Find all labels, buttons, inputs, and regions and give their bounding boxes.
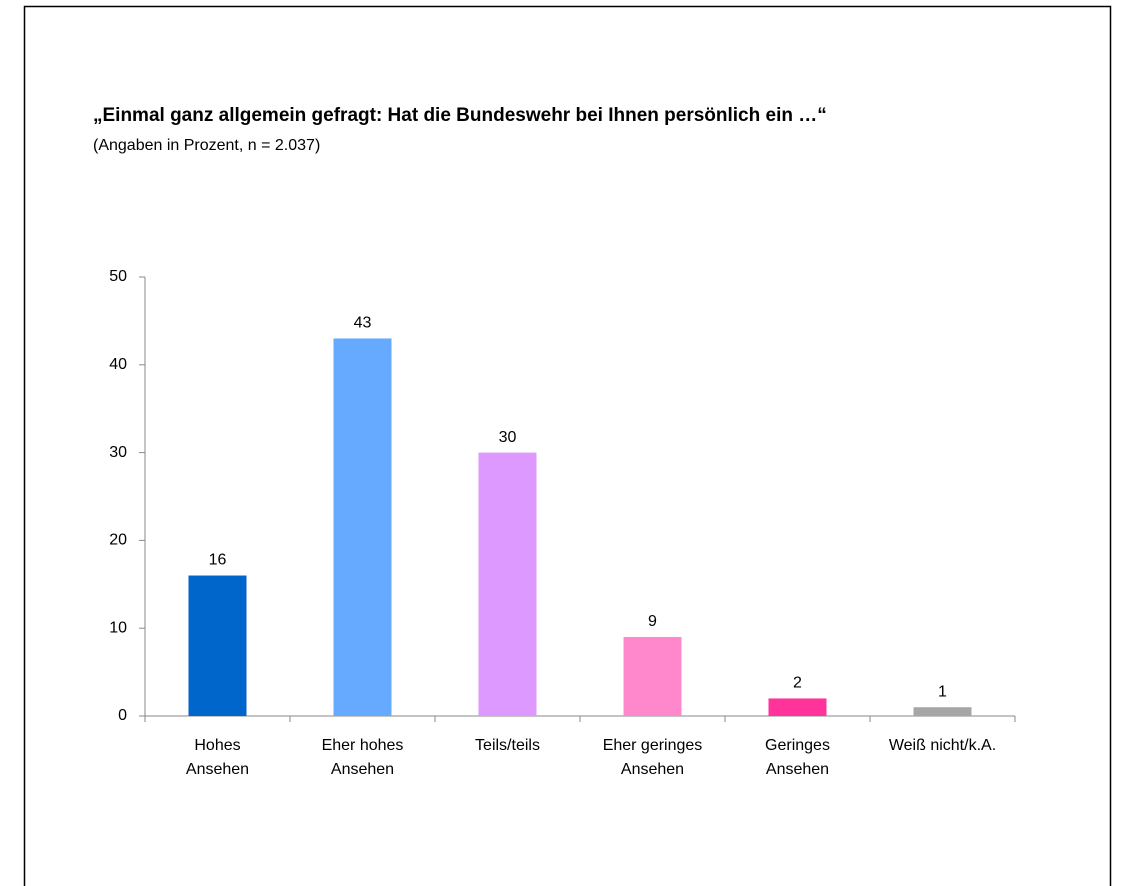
frame <box>23 5 1112 886</box>
y-tick-label: 10 <box>109 619 127 636</box>
chart-title: „Einmal ganz allgemein gefragt: Hat die … <box>93 105 827 126</box>
x-tick-label: Ansehen <box>621 761 684 778</box>
chart-subtitle: (Angaben in Prozent, n = 2.037) <box>93 137 320 154</box>
bar <box>188 575 247 716</box>
x-tick-label: Eher geringes <box>603 737 703 754</box>
bar <box>478 452 537 716</box>
value-label: 9 <box>648 613 657 630</box>
bar <box>768 698 827 716</box>
bar <box>913 707 972 716</box>
value-label: 43 <box>354 315 372 332</box>
value-label: 2 <box>793 675 802 692</box>
bar <box>333 338 392 716</box>
value-label: 30 <box>499 429 517 446</box>
x-tick-label: Ansehen <box>766 761 829 778</box>
value-label: 16 <box>209 552 227 569</box>
y-tick-label: 50 <box>109 268 127 285</box>
bar <box>623 636 682 716</box>
x-tick-label: Teils/teils <box>475 737 540 754</box>
y-tick-label: 30 <box>109 444 127 461</box>
value-label: 1 <box>938 683 947 700</box>
y-tick-label: 20 <box>109 532 127 549</box>
x-tick-label: Ansehen <box>186 761 249 778</box>
x-tick-label: Ansehen <box>331 761 394 778</box>
x-tick-label: Hohes <box>194 737 240 754</box>
y-tick-label: 40 <box>109 356 127 373</box>
x-tick-label: Weiß nicht/k.A. <box>889 737 996 754</box>
y-tick-label: 0 <box>118 707 127 724</box>
x-tick-label: Geringes <box>765 737 830 754</box>
x-tick-label: Eher hohes <box>322 737 404 754</box>
